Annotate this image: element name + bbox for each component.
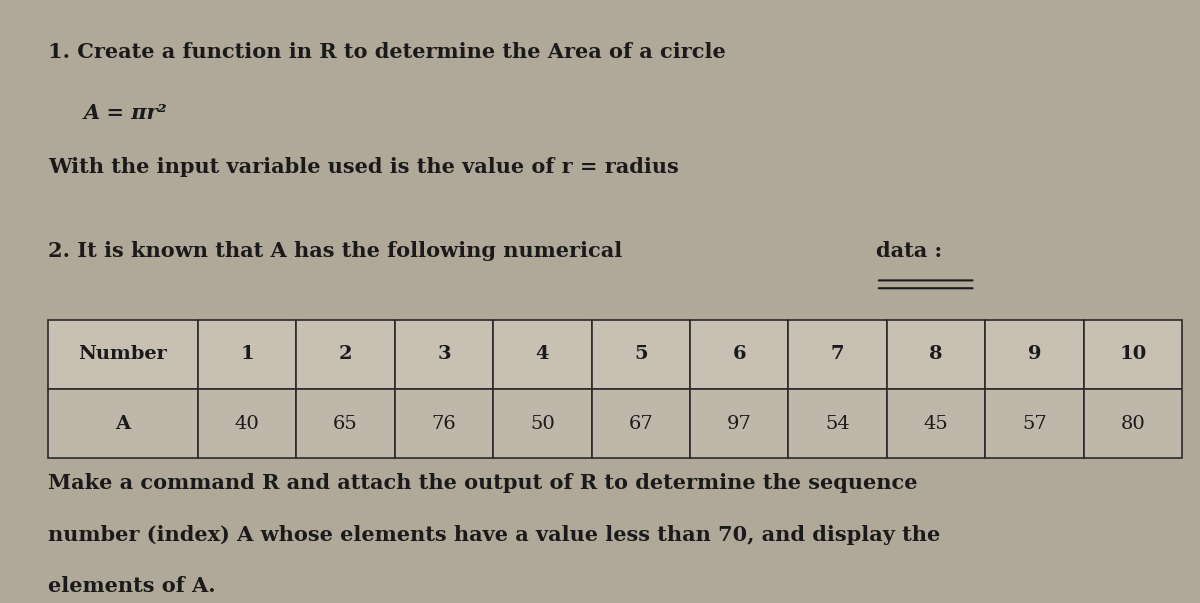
Text: 3: 3 <box>437 346 451 363</box>
Text: elements of A.: elements of A. <box>48 576 216 596</box>
Bar <box>395 320 493 389</box>
Text: data :: data : <box>876 241 942 261</box>
Bar <box>592 389 690 458</box>
Text: 8: 8 <box>929 346 943 363</box>
Bar <box>788 320 887 389</box>
Text: 54: 54 <box>826 415 850 432</box>
Bar <box>48 389 198 458</box>
Bar <box>690 320 788 389</box>
Bar <box>985 389 1084 458</box>
Bar <box>296 320 395 389</box>
Bar <box>1084 320 1182 389</box>
Bar <box>690 389 788 458</box>
Text: 10: 10 <box>1120 346 1146 363</box>
Text: 6: 6 <box>732 346 746 363</box>
Text: A: A <box>115 415 131 432</box>
Text: Make a command R and attach the output of R to determine the sequence: Make a command R and attach the output o… <box>48 473 918 493</box>
Bar <box>198 389 296 458</box>
Bar <box>493 320 592 389</box>
Bar <box>395 389 493 458</box>
Text: 50: 50 <box>530 415 554 432</box>
Text: 5: 5 <box>634 346 648 363</box>
Text: 45: 45 <box>924 415 948 432</box>
Bar <box>296 389 395 458</box>
Text: 7: 7 <box>830 346 845 363</box>
Text: A = πr²: A = πr² <box>84 103 168 122</box>
Text: 2. It is known that A has the following numerical: 2. It is known that A has the following … <box>48 241 630 261</box>
Text: 67: 67 <box>629 415 653 432</box>
Text: 80: 80 <box>1121 415 1145 432</box>
Text: Number: Number <box>78 346 168 363</box>
Bar <box>985 320 1084 389</box>
Text: 97: 97 <box>727 415 751 432</box>
Bar <box>887 389 985 458</box>
Text: 1: 1 <box>240 346 254 363</box>
Text: 57: 57 <box>1022 415 1046 432</box>
Bar <box>198 320 296 389</box>
Bar <box>48 320 198 389</box>
Bar <box>1084 389 1182 458</box>
Bar <box>887 320 985 389</box>
Text: With the input variable used is the value of r = radius: With the input variable used is the valu… <box>48 157 679 177</box>
Text: 65: 65 <box>334 415 358 432</box>
Text: 40: 40 <box>235 415 259 432</box>
Bar <box>493 389 592 458</box>
Bar <box>788 389 887 458</box>
Text: number (index) A whose elements have a value less than 70, and display the: number (index) A whose elements have a v… <box>48 525 941 545</box>
Text: 4: 4 <box>535 346 550 363</box>
Text: 2: 2 <box>338 346 353 363</box>
Text: 1. Create a function in R to determine the Area of a circle: 1. Create a function in R to determine t… <box>48 42 726 62</box>
Bar <box>592 320 690 389</box>
Text: 9: 9 <box>1027 346 1042 363</box>
Text: 76: 76 <box>432 415 456 432</box>
